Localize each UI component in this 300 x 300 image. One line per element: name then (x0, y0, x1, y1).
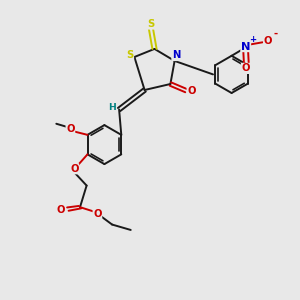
Text: O: O (187, 85, 196, 96)
Text: N: N (241, 41, 250, 52)
Text: H: H (109, 103, 116, 112)
Text: O: O (93, 209, 102, 219)
Text: N: N (172, 50, 180, 61)
Text: O: O (70, 164, 79, 174)
Text: +: + (249, 35, 256, 44)
Text: O: O (242, 63, 250, 74)
Text: S: S (147, 19, 155, 29)
Text: O: O (57, 205, 65, 215)
Text: O: O (66, 124, 75, 134)
Text: -: - (273, 29, 277, 39)
Text: S: S (126, 50, 134, 61)
Text: O: O (264, 36, 272, 46)
